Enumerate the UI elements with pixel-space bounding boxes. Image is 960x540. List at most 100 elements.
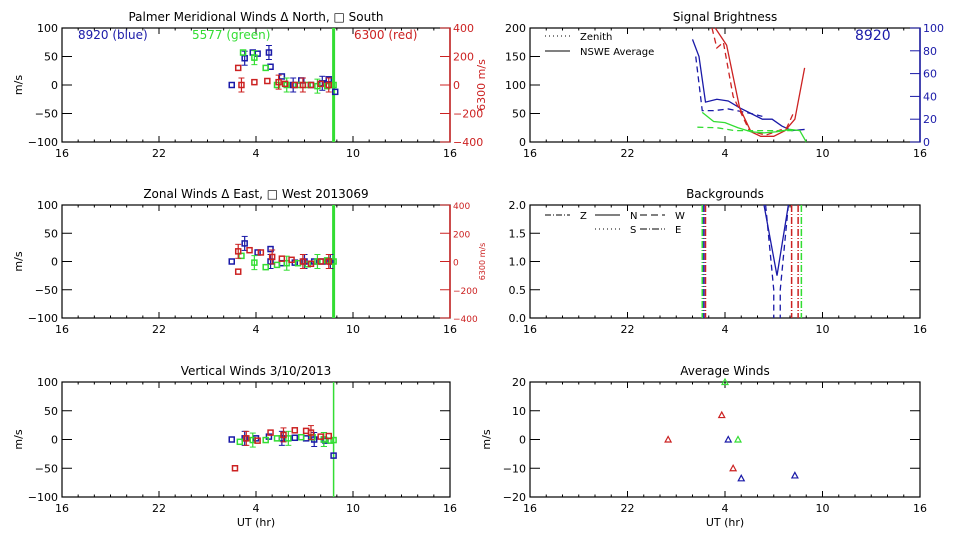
- x-tick-label: 10: [816, 147, 830, 160]
- chart-title: Backgrounds: [686, 187, 764, 201]
- x-tick-label: 10: [346, 147, 360, 160]
- data-point: [231, 465, 239, 472]
- y-tick-label: 0: [519, 136, 526, 149]
- x-tick-label: 22: [621, 502, 635, 515]
- data-point: [285, 435, 292, 442]
- chart-title: Vertical Winds 3/10/2013: [181, 364, 332, 378]
- legend-label: E: [675, 225, 681, 236]
- data-point: [228, 436, 235, 443]
- x-tick-label: 10: [346, 323, 360, 336]
- legend-label: N: [630, 211, 637, 222]
- data-point: [317, 80, 324, 88]
- legend-label: W: [675, 211, 685, 222]
- plot-frame: [529, 27, 921, 143]
- y-tick-label: 100: [505, 79, 526, 92]
- chart-title: Average Winds: [680, 364, 770, 378]
- x-tick-label: 22: [621, 323, 635, 336]
- series-line: [697, 126, 797, 132]
- chart-zonal: Zonal Winds Δ East, □ West 2013069 16 22 4 1…: [12, 187, 487, 336]
- y-tick-label: 0: [51, 79, 58, 92]
- series-line: [691, 39, 805, 132]
- data-point: [234, 64, 242, 72]
- data-point: [236, 438, 244, 446]
- data-point: [267, 245, 274, 253]
- legend-label: Z: [580, 211, 587, 222]
- series-line: [711, 27, 794, 136]
- y-axis-label: m/s: [12, 75, 25, 95]
- x-tick-label: 4: [722, 502, 729, 515]
- y-tick-label: −20: [503, 491, 526, 504]
- x-tick-label: 4: [253, 147, 260, 160]
- plot-frame: [529, 381, 921, 498]
- data-point: [299, 81, 307, 89]
- data-point: [268, 253, 276, 261]
- y-tick-label: 50: [44, 51, 58, 64]
- y2-tick-label: 100: [923, 22, 944, 35]
- x-tick-label: 16: [443, 502, 457, 515]
- x-tick-label: 22: [152, 147, 166, 160]
- x-tick-label: 16: [913, 502, 927, 515]
- data-point: [299, 258, 307, 265]
- x-tick-label: 16: [913, 147, 927, 160]
- plot-frame: [61, 204, 451, 319]
- y-tick-label: 2.0: [509, 199, 527, 212]
- legend-annotation: 5577 (green): [192, 28, 270, 42]
- y2-tick-label: 80: [923, 45, 937, 58]
- data-point: [291, 434, 299, 442]
- y2-tick-label: 200: [453, 51, 474, 64]
- y-tick-label: 0.0: [509, 312, 527, 325]
- y-tick-label: 0: [519, 434, 526, 447]
- data-point: [717, 410, 726, 419]
- y-tick-label: 100: [37, 199, 58, 212]
- y-tick-label: 0.5: [509, 284, 527, 297]
- legend-annotation: 8920: [855, 28, 891, 44]
- x-tick-label: 16: [523, 323, 537, 336]
- data-point: [234, 248, 242, 255]
- y-tick-label: −50: [35, 108, 58, 121]
- data-point: [307, 429, 315, 436]
- y-tick-label: 50: [44, 405, 58, 418]
- data-point: [243, 435, 250, 442]
- y-tick-label: −50: [35, 462, 58, 475]
- y-tick-label: 10: [512, 405, 526, 418]
- data-point: [323, 82, 331, 90]
- y-axis-label: m/s: [12, 429, 25, 449]
- x-tick-label: 16: [913, 323, 927, 336]
- data-point: [275, 78, 282, 86]
- data-point: [291, 81, 299, 89]
- data-point: [724, 435, 733, 443]
- data-point: [239, 49, 247, 56]
- data-point: [283, 81, 290, 89]
- data-point: [283, 259, 290, 267]
- legend-annotation: 6300 (red): [354, 28, 417, 42]
- data-point: [331, 88, 339, 96]
- y2-axis-label: 6300 m/s: [475, 59, 488, 111]
- data-point: [265, 49, 273, 56]
- data-point: [291, 427, 299, 434]
- y-tick-label: 50: [44, 227, 58, 240]
- y2-tick-label: 0: [453, 79, 460, 92]
- y2-tick-label: 200: [453, 230, 470, 240]
- data-point: [278, 255, 286, 262]
- x-tick-label: 10: [816, 323, 830, 336]
- y-tick-label: 20: [512, 376, 526, 389]
- series-line: [701, 111, 807, 143]
- x-tick-label: 10: [816, 502, 830, 515]
- chart-title: Signal Brightness: [673, 10, 778, 24]
- y2-axis-label: 6300 m/s: [478, 243, 487, 281]
- data-point: [325, 258, 332, 265]
- y2-tick-label: −400: [453, 136, 483, 149]
- y-tick-label: 1.0: [509, 256, 527, 269]
- x-tick-label: 16: [443, 323, 457, 336]
- series-line: [695, 56, 763, 117]
- y-axis-label: m/s: [480, 429, 493, 449]
- x-axis-label: UT (hr): [237, 516, 275, 529]
- data-point: [317, 433, 324, 440]
- y-axis-label: m/s: [12, 251, 25, 271]
- x-tick-label: 4: [722, 147, 729, 160]
- y-tick-label: 150: [505, 51, 526, 64]
